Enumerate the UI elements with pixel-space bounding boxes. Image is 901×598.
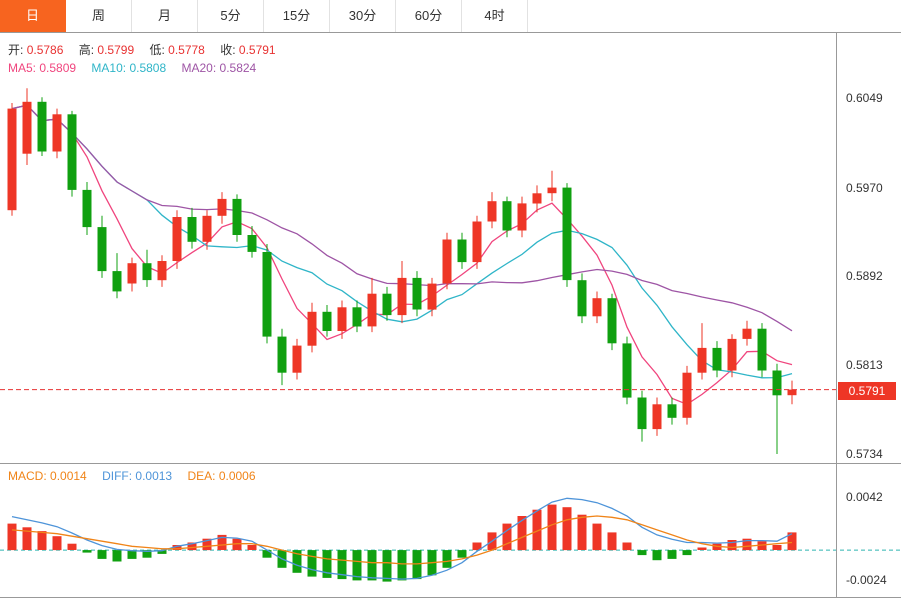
tab-day[interactable]: 日 <box>0 0 66 32</box>
right-axis: 0.5791 0.6049 0.5970 0.5892 0.5813 0.5734 0.0… <box>836 33 901 598</box>
tab-4hour[interactable]: 4时 <box>462 0 528 32</box>
tab-5min[interactable]: 5分 <box>198 0 264 32</box>
panel-divider <box>0 463 901 464</box>
low-value: 0.5778 <box>168 43 205 57</box>
low-label: 低: <box>149 43 165 57</box>
price-badge: 0.5791 <box>838 382 896 400</box>
macd-value: 0.0014 <box>50 469 87 483</box>
tab-60min[interactable]: 60分 <box>396 0 462 32</box>
close-label: 收: <box>220 43 236 57</box>
dea-value: 0.0006 <box>218 469 256 483</box>
period-tabbar: 日周月 5分 15分 30分 60分 4时 <box>0 0 901 33</box>
main-candlestick-chart[interactable] <box>0 33 836 463</box>
ma20-label: MA20: <box>181 61 217 75</box>
macd-axis-tick: 0.0042 <box>846 490 883 504</box>
diff-label: DIFF: <box>102 469 133 483</box>
ma10-label: MA10: <box>91 61 127 75</box>
high-value: 0.5799 <box>97 43 135 57</box>
macd-chart[interactable] <box>0 463 901 598</box>
macd-axis-tick: -0.0024 <box>846 573 887 587</box>
dea-line <box>11 515 793 565</box>
diff-line <box>11 497 793 580</box>
macd-bars <box>7 504 797 582</box>
macd-label: MACD: <box>8 469 47 483</box>
open-value: 0.5786 <box>26 43 64 57</box>
ma-readout: MA5: 0.5809 MA10: 0.5808 MA20: 0.5824 <box>8 61 268 75</box>
ma10-value: 0.5808 <box>129 61 167 75</box>
main-axis-tick: 0.5734 <box>846 447 883 461</box>
main-axis-tick: 0.5892 <box>846 269 883 283</box>
tab-month[interactable]: 月 <box>132 0 198 32</box>
ohlc-readout: 开: 0.5786 高: 0.5799 低: 0.5778 收: 0.5791 <box>8 41 288 58</box>
main-axis-tick: 0.5970 <box>846 181 883 195</box>
high-label: 高: <box>78 43 95 57</box>
ma20-value: 0.5824 <box>219 61 257 75</box>
dea-label: DEA: <box>187 469 216 483</box>
main-axis-tick: 0.5813 <box>846 358 883 372</box>
main-axis-tick: 0.6049 <box>846 91 883 105</box>
tab-30min[interactable]: 30分 <box>330 0 396 32</box>
candles-group <box>7 88 797 454</box>
ma5-value: 0.5809 <box>39 61 77 75</box>
tab-week[interactable]: 周 <box>66 0 132 32</box>
diff-value: 0.0013 <box>135 469 173 483</box>
tab-15min[interactable]: 15分 <box>264 0 330 32</box>
ma5-line <box>11 104 793 406</box>
chart-area: 开: 0.5786 高: 0.5799 低: 0.5778 收: 0.5791 … <box>0 33 901 598</box>
open-label: 开: <box>8 43 24 57</box>
close-value: 0.5791 <box>238 43 276 57</box>
ma-lines <box>11 104 793 406</box>
ma5-label: MA5: <box>8 61 37 75</box>
macd-readout: MACD: 0.0014 DIFF: 0.0013 DEA: 0.0006 <box>8 469 268 483</box>
